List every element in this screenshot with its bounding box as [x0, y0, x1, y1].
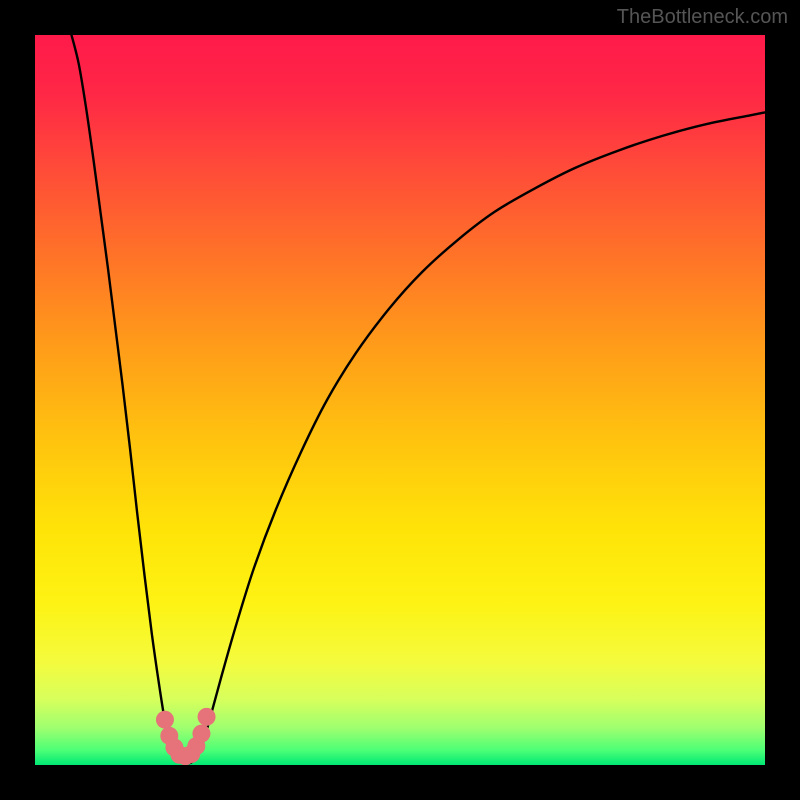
marker-dot [198, 708, 216, 726]
bottleneck-curve [72, 35, 766, 764]
marker-dot [192, 725, 210, 743]
chart-plot-area [35, 35, 765, 765]
chart-curve-layer [35, 35, 765, 765]
marker-dot [156, 711, 174, 729]
curve-markers [156, 708, 216, 765]
watermark-text: TheBottleneck.com [617, 6, 788, 29]
